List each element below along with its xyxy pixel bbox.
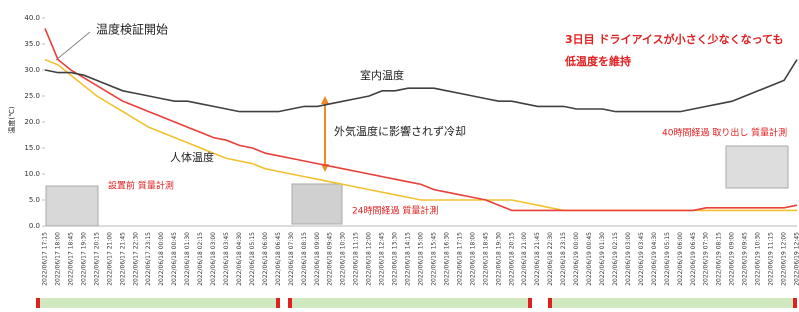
- x-tick-label: 2022/06/17 20:15: [93, 232, 100, 286]
- y-tick-label: 30.0: [24, 66, 40, 74]
- marker: [36, 298, 40, 308]
- x-tick-label: 2022/06/19 05:15: [664, 232, 671, 286]
- x-tick-label: 2022/06/19 11:15: [768, 232, 775, 286]
- period-bar: [550, 298, 795, 308]
- x-tick-label: 2022/06/18 12:45: [379, 232, 386, 286]
- y-tick-label: 25.0: [24, 92, 40, 100]
- x-tick-label: 2022/06/19 12:45: [794, 232, 799, 286]
- x-tick-label: 2022/06/18 18:45: [482, 232, 489, 286]
- x-tick-label: 2022/06/19 09:45: [742, 232, 749, 286]
- x-tick-label: 2022/06/18 03:00: [210, 232, 217, 286]
- y-axis-label: 温度(℃): [7, 106, 16, 134]
- x-tick-label: 2022/06/17 18:45: [67, 232, 74, 286]
- x-tick-label: 2022/06/19 12:00: [781, 232, 788, 286]
- annotation: 3日目 ドライアイスが小さく少なくなっても: [565, 32, 784, 46]
- x-tick-label: 2022/06/18 14:15: [405, 232, 412, 286]
- x-tick-label: 2022/06/18 04:30: [236, 232, 243, 286]
- y-tick-label: 5.0: [29, 196, 40, 204]
- x-tick-label: 2022/06/18 10:30: [340, 232, 347, 286]
- x-tick-label: 2022/06/18 12:00: [366, 232, 373, 286]
- x-tick-label: 2022/06/18 22:30: [547, 232, 554, 286]
- x-tick-label: 2022/06/19 03:45: [638, 232, 645, 286]
- leader-line: [56, 32, 90, 60]
- x-tick-label: 2022/06/18 15:00: [418, 232, 425, 286]
- x-tick-label: 2022/06/17 17:15: [42, 232, 49, 286]
- x-tick-label: 2022/06/19 07:30: [703, 232, 710, 286]
- x-tick-label: 2022/06/19 03:00: [625, 232, 632, 286]
- x-tick-label: 2022/06/18 15:45: [430, 232, 437, 286]
- y-tick-label: 35.0: [24, 40, 40, 48]
- x-tick-label: 2022/06/17 19:30: [80, 232, 87, 286]
- x-tick-label: 2022/06/19 02:15: [612, 232, 619, 286]
- x-tick-label: 2022/06/18 06:00: [262, 232, 269, 286]
- x-tick-label: 2022/06/18 09:45: [327, 232, 334, 286]
- annotation: 24時間経過 質量計測: [352, 205, 438, 217]
- x-tick-label: 2022/06/19 06:00: [677, 232, 684, 286]
- annotation: 外気温度に影響されず冷却: [334, 124, 466, 138]
- y-tick-label: 10.0: [24, 170, 40, 178]
- arrow-head: [321, 96, 329, 104]
- photo: [46, 186, 98, 226]
- series-label: 室内温度: [360, 68, 404, 82]
- x-tick-label: 2022/06/18 20:15: [508, 232, 515, 286]
- x-tick-label: 2022/06/18 11:15: [353, 232, 360, 286]
- x-tick-label: 2022/06/19 01:30: [599, 232, 606, 286]
- x-tick-label: 2022/06/19 04:30: [651, 232, 658, 286]
- x-tick-label: 2022/06/19 08:15: [716, 232, 723, 286]
- marker: [548, 298, 552, 308]
- x-tick-label: 2022/06/18 13:30: [392, 232, 399, 286]
- x-tick-label: 2022/06/18 21:00: [521, 232, 528, 286]
- chart: 温度(℃) 0.0 5.0 10.0 15.0 20.0 25.0 30.0 35.0 40.0…: [0, 0, 799, 308]
- x-tick-label: 2022/06/18 03:45: [223, 232, 230, 286]
- x-tick-label: 2022/06/19 00:45: [586, 232, 593, 286]
- x-tick-label: 2022/06/17 21:45: [119, 232, 126, 286]
- x-tick-label: 2022/06/18 16:30: [443, 232, 450, 286]
- photo: [292, 184, 342, 224]
- line-series: [45, 60, 797, 112]
- x-tick-label: 2022/06/18 21:45: [534, 232, 541, 286]
- x-tick-label: 2022/06/18 19:30: [495, 232, 502, 286]
- x-tick-label: 2022/06/19 09:00: [729, 232, 736, 286]
- x-tick-label: 2022/06/18 00:45: [171, 232, 178, 286]
- marker: [793, 298, 797, 308]
- x-tick-label: 2022/06/18 17:15: [456, 232, 463, 286]
- y-tick-label: 40.0: [24, 14, 40, 22]
- x-tick-label: 2022/06/18 01:30: [184, 232, 191, 286]
- y-tick-label: 20.0: [24, 118, 40, 126]
- x-tick-label: 2022/06/18 18:00: [469, 232, 476, 286]
- marker: [528, 298, 532, 308]
- x-tick-label: 2022/06/17 22:30: [132, 232, 139, 286]
- x-tick-label: 2022/06/18 05:15: [249, 232, 256, 286]
- x-tick-label: 2022/06/17 21:00: [106, 232, 113, 286]
- x-tick-label: 2022/06/18 07:30: [288, 232, 295, 286]
- marker: [276, 298, 280, 308]
- x-tick-label: 2022/06/18 02:15: [197, 232, 204, 286]
- x-tick-label: 2022/06/19 06:45: [690, 232, 697, 286]
- x-tick-label: 2022/06/18 23:15: [560, 232, 567, 286]
- period-bar: [290, 298, 530, 308]
- x-tick-label: 2022/06/17 23:15: [145, 232, 152, 286]
- x-tick-label: 2022/06/18 00:00: [158, 232, 165, 286]
- y-tick-label: 15.0: [24, 144, 40, 152]
- y-tick-label: 0.0: [29, 222, 40, 230]
- photo: [726, 146, 788, 188]
- marker: [288, 298, 292, 308]
- x-tick-label: 2022/06/19 10:30: [755, 232, 762, 286]
- annotation: 低温度を維持: [564, 54, 631, 68]
- annotation: 人体温度: [170, 150, 214, 164]
- x-tick-label: 2022/06/17 18:00: [54, 232, 61, 286]
- x-tick-label: 2022/06/18 06:45: [275, 232, 282, 286]
- period-bar: [38, 298, 278, 308]
- annotation: 温度検証開始: [96, 22, 168, 37]
- x-tick-label: 2022/06/18 08:15: [301, 232, 308, 286]
- x-tick-label: 2022/06/19 00:00: [573, 232, 580, 286]
- x-tick-label: 2022/06/18 09:00: [314, 232, 321, 286]
- annotation: 40時間経過 取り出し 質量計測: [662, 127, 787, 139]
- annotation: 設置前 質量計測: [108, 180, 174, 192]
